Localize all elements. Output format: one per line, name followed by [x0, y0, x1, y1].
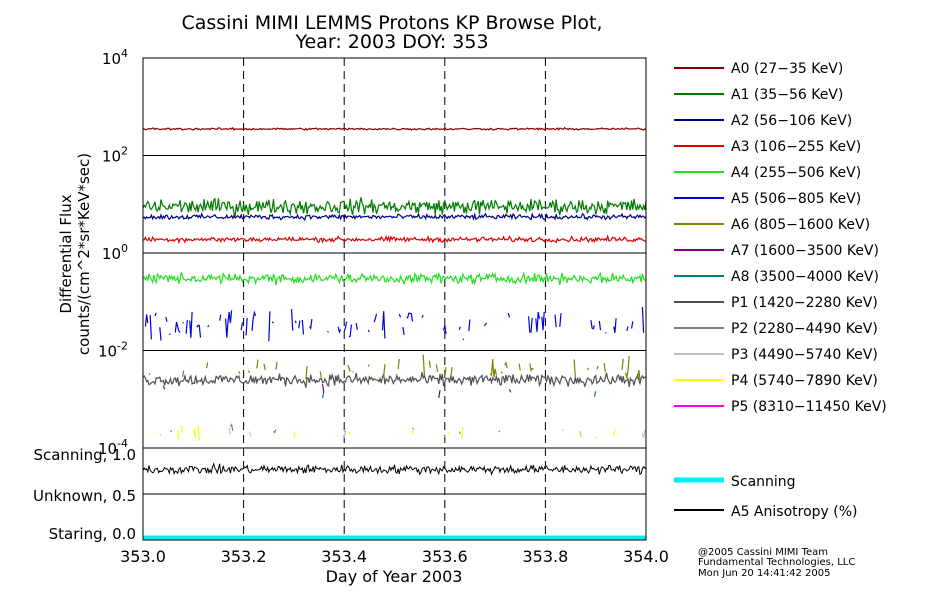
legend-label: A7 (1600−3500 KeV): [731, 243, 879, 259]
credit-line-3: Mon Jun 20 14:41:42 2005: [698, 568, 831, 579]
upper-panel-grid: [143, 57, 646, 449]
series-line: [195, 433, 621, 434]
series-line: [163, 384, 600, 398]
y-tick-base: 10: [102, 245, 121, 263]
y-tick-label: 10-2: [98, 340, 128, 361]
series-line: [142, 372, 647, 388]
legend-label: P5 (8310−11450 KeV): [731, 399, 887, 415]
y-tick-exponent: -4: [117, 437, 128, 450]
legend-label: A0 (27−35 KeV): [731, 61, 843, 77]
series-line: [142, 197, 647, 217]
y-tick-base: 10: [98, 343, 117, 361]
series-line: [323, 391, 606, 398]
y-tick-label: 100: [102, 242, 128, 263]
series-line: [155, 425, 644, 441]
legend-label: P2 (2280−4490 KeV): [731, 321, 878, 337]
y-axis-label-line1: Differential Flux: [57, 194, 75, 313]
legend-label: A3 (106−255 KeV): [731, 139, 861, 155]
x-tick-label: 353.6: [422, 547, 468, 566]
y-axis-label-line2: counts/(cm^2*sr*KeV*sec): [75, 153, 93, 355]
y-tick-label: 104: [102, 47, 128, 68]
lower-panel-grid: [143, 447, 646, 541]
y-tick-label: 102: [102, 145, 128, 166]
y-tick-exponent: 2: [121, 145, 128, 158]
legend-label: P4 (5740−7890 KeV): [731, 373, 878, 389]
legend-label: A2 (56−106 KeV): [731, 113, 852, 129]
legend-label: P1 (1420−2280 KeV): [731, 295, 878, 311]
credit-line-1: @2005 Cassini MIMI Team: [698, 547, 828, 558]
lower-y-label: Scanning, 1.0: [33, 446, 136, 464]
series-line: [142, 234, 647, 245]
lower-legend: Scanning A5 Anisotropy (%): [674, 474, 858, 520]
x-tick-label: 353.8: [522, 547, 568, 566]
anisotropy-line: [142, 462, 647, 476]
legend-label: A4 (255−506 KeV): [731, 165, 861, 181]
x-tick-label: 354.0: [623, 547, 669, 566]
legend: A0 (27−35 KeV) A1 (35−56 KeV) A2 (56−106 K…: [674, 61, 887, 415]
upper-panel-series: [142, 126, 647, 441]
chart-subtitle: Year: 2003 DOY: 353: [294, 31, 488, 53]
y-tick-exponent: 0: [121, 242, 128, 255]
y-tick-base: 10: [102, 148, 121, 166]
lower-legend-label: Scanning: [731, 474, 796, 490]
series-line: [171, 425, 644, 434]
x-tick-label: 353.2: [221, 547, 267, 566]
series-line: [159, 427, 646, 439]
legend-label: A5 (506−805 KeV): [731, 191, 861, 207]
chart-title: Cassini MIMI LEMMS Protons KP Browse Plo…: [181, 12, 602, 34]
y-tick-exponent: -2: [117, 340, 128, 353]
legend-label: A8 (3500−4000 KeV): [731, 269, 879, 285]
series-line: [144, 306, 645, 342]
series-line: [142, 271, 647, 286]
y-tick-exponent: 4: [121, 47, 128, 60]
x-tick-label: 353.4: [321, 547, 367, 566]
series-line: [142, 126, 647, 131]
y-tick-base: 10: [98, 440, 117, 458]
lower-y-label: Unknown, 0.5: [33, 487, 136, 505]
series-line: [142, 212, 647, 222]
lower-panel-frame: [142, 447, 647, 541]
lower-panel-labels: Scanning, 1.0 Unknown, 0.5 Staring, 0.0: [33, 446, 136, 543]
legend-label: A1 (35−56 KeV): [731, 87, 843, 103]
lower-y-label: Staring, 0.0: [49, 525, 136, 543]
lower-panel-series: [142, 462, 647, 541]
legend-label: P3 (4490−5740 KeV): [731, 347, 878, 363]
x-tick-labels: 353.0 353.2 353.4 353.6 353.8 354.0: [120, 547, 669, 566]
y-tick-base: 10: [102, 50, 121, 68]
y-tick-label: 10-4: [98, 437, 128, 458]
lower-legend-label: A5 Anisotropy (%): [731, 504, 858, 520]
legend-label: A6 (805−1600 KeV): [731, 217, 870, 233]
x-tick-label: 353.0: [120, 547, 166, 566]
credit-line-2: Fundamental Technologies, LLC: [698, 557, 855, 568]
x-axis-label: Day of Year 2003: [326, 567, 463, 586]
